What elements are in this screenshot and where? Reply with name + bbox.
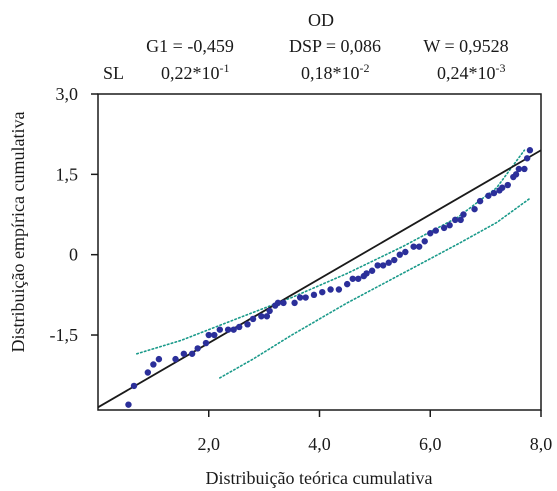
- data-point-25: [296, 294, 304, 301]
- stat-w: W = 0,9528: [423, 36, 508, 56]
- lower-envelope-line: [219, 197, 531, 379]
- data-point-10: [205, 331, 212, 339]
- data-point-47: [432, 227, 439, 234]
- data-points: [125, 147, 534, 408]
- data-point-59: [504, 181, 511, 189]
- y-tick-label-3: -1,5: [50, 325, 79, 345]
- axis-ticks: 2,0 4,0 6,0 8,0 3,0 1,5 0 -1,5: [50, 84, 553, 454]
- stats-header: OD G1 = -0,459 DSP = 0,086 W = 0,9528 SL…: [103, 10, 509, 83]
- data-point-56: [490, 189, 498, 197]
- data-point-15: [236, 323, 243, 331]
- data-point-26: [302, 294, 309, 301]
- plot-frame: [97, 93, 542, 411]
- upper-envelope-line: [136, 149, 526, 355]
- data-point-20: [266, 307, 273, 315]
- data-point-37: [374, 262, 381, 269]
- data-point-31: [343, 280, 351, 288]
- data-point-41: [396, 251, 403, 258]
- data-point-23: [280, 299, 287, 307]
- data-point-5: [172, 355, 179, 363]
- y-axis-label: Distribuição empírica cumulativa: [8, 112, 28, 353]
- data-point-52: [460, 211, 467, 218]
- stat-sl-w: 0,24*10-3: [437, 61, 506, 83]
- data-point-51: [457, 216, 464, 224]
- data-point-46: [427, 230, 434, 237]
- data-point-12: [216, 326, 224, 333]
- data-point-4: [155, 355, 163, 363]
- stat-sl-g1-mantissa: 0,22*10: [161, 63, 220, 83]
- fit-line-group: [97, 149, 542, 409]
- x-tick-label-3: 8,0: [530, 434, 553, 454]
- stat-sl-dsp: 0,18*10-2: [301, 61, 370, 83]
- data-point-33: [355, 275, 362, 282]
- y-tick-label-1: 1,5: [56, 164, 79, 184]
- data-point-19: [263, 313, 271, 320]
- data-point-35: [363, 270, 370, 277]
- stat-g1: G1 = -0,459: [146, 36, 234, 56]
- confidence-envelopes: [136, 149, 531, 379]
- data-point-17: [249, 315, 257, 323]
- x-tick-label-0: 2,0: [198, 434, 221, 454]
- stat-sl-g1: 0,22*10-1: [161, 61, 230, 83]
- data-point-39: [385, 259, 392, 266]
- data-point-44: [415, 243, 423, 250]
- data-point-64: [523, 155, 531, 162]
- data-point-16: [244, 321, 251, 328]
- stat-dsp: DSP = 0,086: [289, 36, 381, 56]
- data-point-8: [194, 345, 201, 352]
- data-point-2: [144, 369, 152, 376]
- data-point-49: [446, 222, 453, 229]
- data-point-27: [310, 291, 318, 299]
- stat-sl-dsp-mantissa: 0,18*10: [301, 63, 360, 83]
- data-point-45: [421, 238, 428, 245]
- data-point-24: [291, 299, 298, 307]
- data-point-54: [476, 197, 484, 205]
- y-tick-label-0: 3,0: [56, 84, 79, 104]
- stats-title: OD: [308, 10, 334, 30]
- stat-sl-w-mantissa: 0,24*10: [437, 63, 496, 83]
- x-tick-label-1: 4,0: [308, 434, 331, 454]
- data-point-1: [130, 382, 138, 390]
- data-point-40: [391, 256, 398, 264]
- data-point-38: [379, 262, 387, 269]
- data-point-32: [349, 275, 356, 282]
- stat-sl-g1-exp: -1: [220, 61, 230, 75]
- data-point-53: [471, 205, 478, 213]
- data-point-58: [499, 184, 506, 191]
- data-point-28: [319, 288, 326, 296]
- data-point-13: [224, 326, 232, 333]
- data-point-48: [440, 224, 448, 232]
- x-axis-label: Distribuição teórica cumulativa: [206, 468, 433, 488]
- data-point-43: [410, 243, 417, 250]
- data-point-61: [512, 171, 520, 178]
- data-point-14: [230, 326, 237, 333]
- x-tick-label-2: 6,0: [419, 434, 442, 454]
- data-point-42: [402, 248, 409, 256]
- data-point-0: [125, 401, 132, 408]
- data-point-65: [526, 147, 534, 154]
- data-point-63: [521, 165, 528, 173]
- data-point-36: [368, 267, 376, 274]
- data-point-6: [180, 350, 188, 357]
- data-point-11: [211, 331, 218, 339]
- fit-line: [97, 149, 542, 409]
- data-point-29: [327, 286, 334, 293]
- stat-sl-dsp-exp: -2: [360, 61, 370, 75]
- data-point-55: [485, 192, 492, 199]
- data-point-50: [451, 216, 459, 224]
- stat-sl-label: SL: [103, 63, 124, 83]
- stat-sl-w-exp: -3: [496, 61, 506, 75]
- data-point-7: [188, 350, 196, 357]
- data-point-3: [150, 361, 157, 368]
- data-point-22: [274, 299, 282, 307]
- data-point-9: [202, 339, 210, 347]
- data-point-18: [258, 313, 265, 320]
- y-tick-label-2: 0: [69, 245, 78, 265]
- data-point-62: [515, 165, 523, 173]
- data-point-30: [335, 286, 343, 293]
